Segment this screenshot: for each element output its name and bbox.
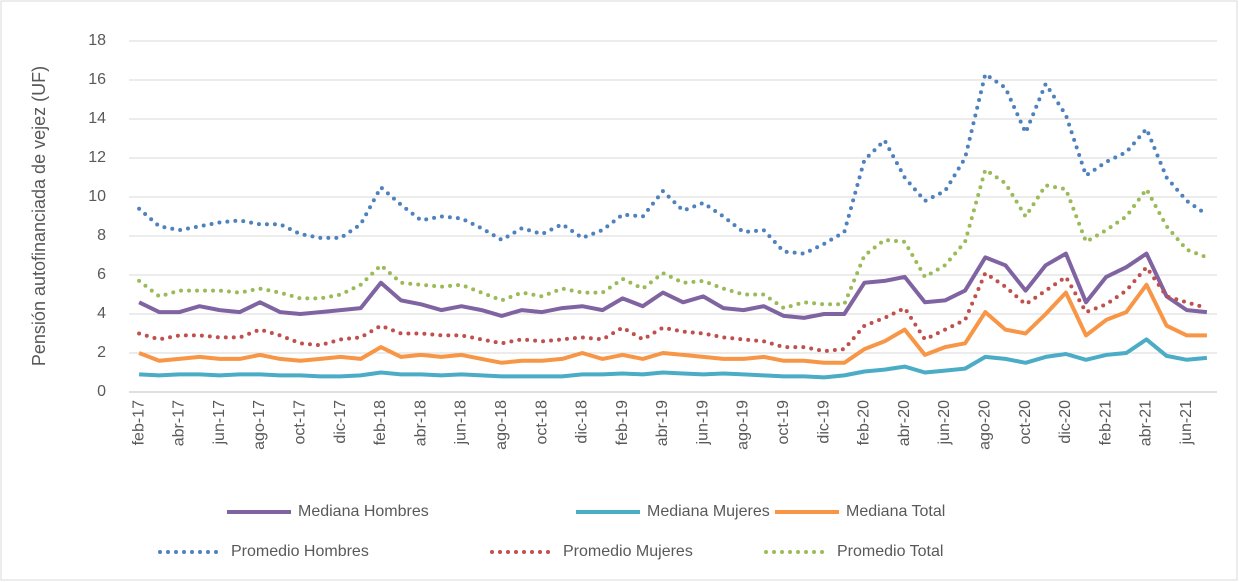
- legend-label: Promedio Hombres: [231, 543, 369, 560]
- x-tick-label: abr-20: [896, 400, 913, 446]
- y-tick-label: 16: [88, 71, 106, 88]
- x-tick-label: ago-20: [977, 400, 994, 450]
- x-tick-label: feb-21: [1097, 400, 1114, 445]
- x-tick-label: jun-19: [694, 400, 711, 446]
- series-line: [139, 337, 1208, 380]
- x-tick-label: feb-19: [614, 400, 631, 445]
- x-tick-label: dic-18: [574, 400, 591, 444]
- legend-label: Mediana Mujeres: [647, 503, 770, 520]
- y-tick-label: 18: [88, 32, 106, 49]
- y-tick-label: 10: [88, 188, 106, 205]
- legend-label: Promedio Mujeres: [563, 543, 693, 560]
- x-tick-label: abr-19: [654, 400, 671, 446]
- y-axis-title: Pensión autofinanciada de vejez (UF): [29, 66, 49, 366]
- x-tick-label: abr-18: [412, 400, 429, 446]
- y-tick-label: 2: [97, 344, 106, 361]
- x-tick-label: feb-20: [856, 400, 873, 445]
- legend-label: Promedio Total: [837, 543, 943, 560]
- x-tick-label: jun-21: [1178, 400, 1195, 446]
- legend-label: Mediana Hombres: [298, 503, 429, 520]
- x-tick-label: dic-17: [332, 400, 349, 444]
- x-tick-label: dic-19: [815, 400, 832, 444]
- y-tick-label: 8: [97, 227, 106, 244]
- y-tick-label: 4: [97, 305, 106, 322]
- x-tick-label: ago-17: [251, 400, 268, 450]
- series-line: [138, 282, 1207, 365]
- x-tick-label: ago-19: [735, 400, 752, 450]
- series-line: [137, 70, 1209, 256]
- x-tick-label: oct-18: [533, 400, 550, 445]
- legend-label: Mediana Total: [846, 503, 945, 520]
- x-tick-label: feb-18: [372, 400, 389, 445]
- x-tick-label: jun-17: [211, 400, 228, 446]
- x-tick-label: dic-20: [1057, 400, 1074, 444]
- y-tick-label: 6: [97, 266, 106, 283]
- x-tick-label: jun-18: [453, 400, 470, 446]
- x-tick-label: oct-17: [291, 400, 308, 445]
- x-tick-label: abr-21: [1138, 400, 1155, 446]
- x-tick-label: feb-17: [130, 400, 147, 445]
- y-tick-label: 0: [97, 383, 106, 400]
- x-tick-label: jun-20: [936, 400, 953, 446]
- x-tick-label: ago-18: [493, 400, 510, 450]
- series-line: [138, 251, 1208, 320]
- y-tick-label: 12: [88, 149, 106, 166]
- y-tick-label: 14: [88, 110, 106, 127]
- x-tick-label: oct-20: [1017, 400, 1034, 445]
- x-tick-label: oct-19: [775, 400, 792, 445]
- x-tick-label: abr-17: [171, 400, 188, 446]
- series-line: [137, 263, 1209, 354]
- series-line: [137, 166, 1209, 311]
